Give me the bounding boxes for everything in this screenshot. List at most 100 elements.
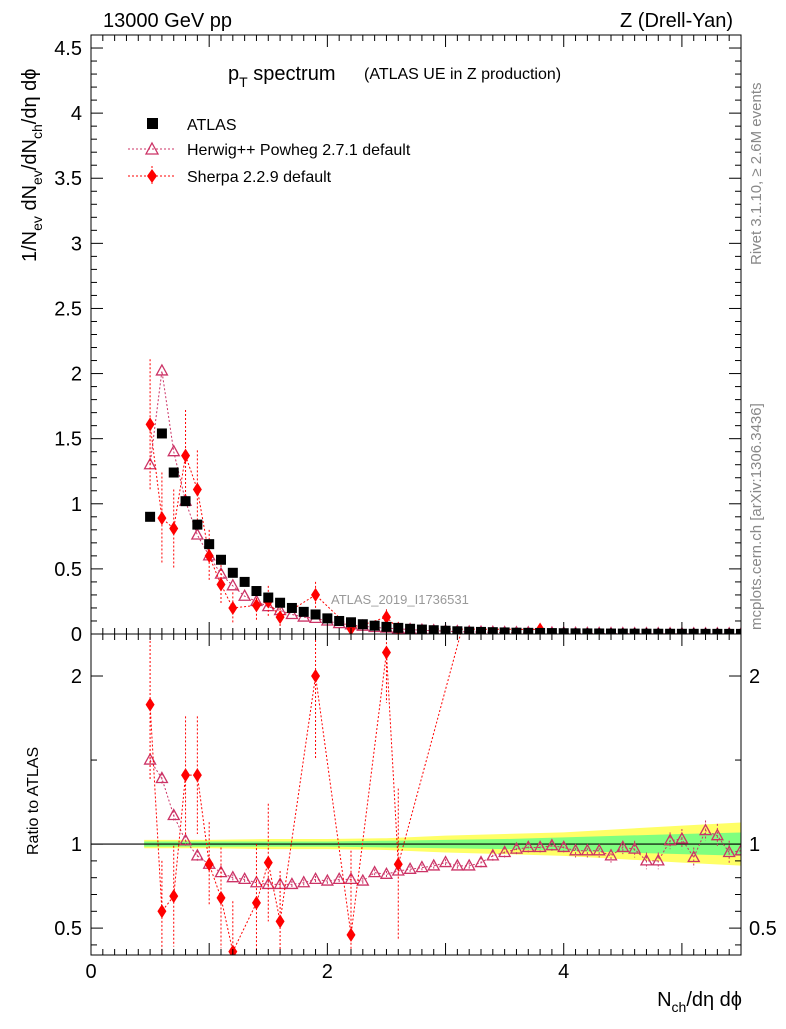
herwig-ratio-point	[545, 838, 559, 851]
legend-marker-herwig	[144, 141, 160, 155]
herwig-ratio-point	[427, 858, 441, 871]
herwig-ratio-point	[320, 873, 334, 886]
sherpa-point	[381, 610, 391, 625]
atlas-point	[180, 496, 191, 507]
atlas-point	[310, 609, 321, 620]
legend-label-atlas: ATLAS	[187, 117, 237, 134]
atlas-point	[346, 617, 356, 628]
herwig-ratio-point	[474, 855, 488, 868]
sherpa-point	[157, 511, 167, 526]
herwig-ratio-point	[238, 872, 252, 885]
herwig-ratio-point	[722, 845, 736, 858]
sherpa-ratio-point	[169, 889, 179, 904]
legend-label-herwig: Herwig++ Powheg 2.7.1 default	[187, 142, 411, 159]
atlas-point	[216, 554, 226, 565]
y-tick-label: 0.5	[54, 559, 82, 581]
atlas-point	[145, 511, 156, 522]
herwig-ratio-point	[297, 875, 311, 888]
atlas-point	[381, 621, 392, 632]
sherpa-ratio-point	[263, 855, 273, 870]
atlas-point	[298, 606, 309, 617]
atlas-point	[322, 613, 333, 624]
herwig-ratio-point	[675, 831, 689, 844]
herwig-ratio-point	[592, 843, 606, 856]
sherpa-ratio-point	[181, 768, 191, 783]
atlas-point	[275, 597, 286, 608]
herwig-ratio-point	[155, 771, 169, 784]
y-tick-label: 3.5	[54, 168, 82, 190]
chart-subtitle: (ATLAS UE in Z production)	[364, 66, 561, 83]
y-label-sub: ch	[29, 124, 45, 139]
herwig-point	[155, 363, 169, 376]
y-tick-label: 3	[71, 233, 82, 255]
sherpa-point	[346, 621, 356, 634]
sherpa-point	[216, 577, 226, 592]
x-axis-label: Nch/dη dϕ	[657, 989, 742, 1015]
y-tick-label: 0	[71, 624, 82, 646]
sherpa-point	[169, 521, 179, 536]
atlas-point	[393, 622, 404, 633]
sherpa-ratio-point	[216, 890, 226, 905]
y-tick-label: 1	[71, 494, 82, 516]
herwig-ratio-point	[628, 841, 642, 854]
x-label-sub: ch	[672, 999, 687, 1015]
y-tick-label: 2	[71, 364, 82, 386]
herwig-ratio-point	[687, 850, 701, 863]
y-label-sub: ev	[29, 170, 45, 185]
ratio-panel: 0 2 4 0.5 0.5 1 1 2 2	[54, 333, 777, 983]
herwig-ratio-point	[533, 840, 547, 853]
atlas-point	[251, 586, 262, 597]
herwig-ratio-point	[249, 875, 264, 888]
chart-title-word: spectrum	[248, 63, 336, 85]
y-label-part: /dη dϕ	[19, 69, 41, 125]
x-label-rest: /dη dϕ	[686, 989, 742, 1011]
atlas-point	[239, 576, 250, 587]
y-tick-label: 2.5	[54, 298, 82, 320]
sherpa-ratio-point	[381, 645, 391, 660]
herwig-point	[190, 527, 204, 540]
x-tick-label: 2	[322, 961, 333, 983]
legend: ATLAS Herwig++ Powheg 2.7.1 default Sher…	[128, 117, 411, 186]
herwig-ratio-point	[580, 843, 594, 856]
herwig-ratio-point	[356, 873, 370, 886]
ratio-frame	[90, 633, 742, 956]
herwig-point	[226, 578, 240, 591]
herwig-ratio-point	[438, 855, 453, 868]
atlas-point	[204, 539, 215, 550]
herwig-ratio-point	[226, 870, 240, 883]
herwig-point	[167, 444, 181, 457]
y-tick-label: 1.5	[54, 429, 82, 451]
legend-marker-sherpa	[147, 169, 157, 183]
atlas-point	[736, 628, 741, 634]
herwig-ratio-point	[509, 841, 524, 854]
ratio-y-tick-label: 0.5	[54, 918, 82, 940]
sherpa-line	[149, 424, 541, 630]
herwig-ratio-point	[710, 828, 724, 841]
herwig-point	[238, 588, 252, 601]
herwig-ratio-point	[178, 833, 193, 846]
sherpa-point	[204, 548, 214, 563]
sherpa-ratio-point	[536, 333, 545, 347]
herwig-ratio-point	[698, 823, 713, 836]
y-tick-label: 4	[71, 103, 82, 125]
ratio-y-tick-label-right: 2	[749, 666, 760, 688]
side-label-bottom: mcplots.cern.ch [arXiv:1306.3436]	[748, 403, 765, 630]
herwig-ratio-point	[391, 863, 405, 876]
herwig-ratio-point	[734, 843, 741, 856]
watermark: ATLAS_2019_I1736531	[331, 592, 469, 607]
sherpa-point	[275, 610, 285, 625]
atlas-point	[286, 602, 297, 613]
y-axis-label: 1/Nev dNev/dNch/dη dϕ	[19, 69, 45, 262]
ratio-y-tick-label-right: 1	[749, 834, 760, 856]
header-right: Z (Drell-Yan)	[620, 10, 733, 32]
herwig-ratio-point	[190, 848, 204, 861]
ratio-y-tick-label: 1	[71, 834, 82, 856]
herwig-ratio-point	[143, 752, 157, 765]
atlas-point	[263, 592, 274, 603]
sherpa-ratio-point	[275, 914, 285, 929]
chart-title-p: p	[228, 63, 239, 85]
ratio-data-layer	[91, 333, 741, 955]
atlas-point	[357, 619, 368, 630]
main-panel: 0 0.5 1 1.5 2 2.5 3 3.5 4 4.5	[54, 34, 742, 646]
herwig-ratio-point	[368, 865, 382, 878]
